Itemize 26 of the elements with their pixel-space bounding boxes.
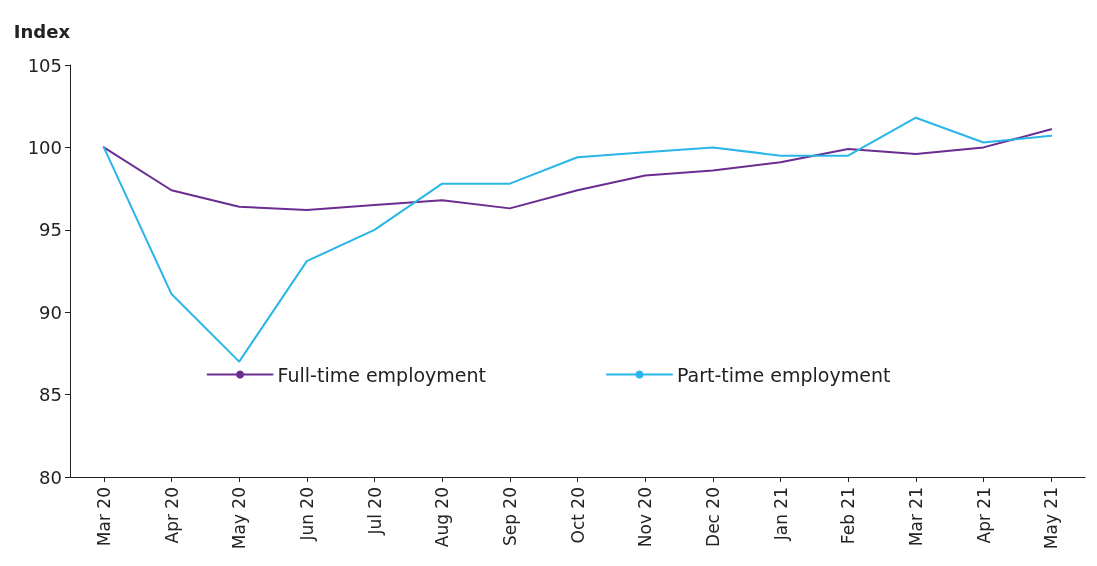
line-series [102,116,1053,363]
y-tick-label: 100 [27,136,62,158]
y-axis-title: Index [13,20,71,42]
x-tick-label: Aug 20 [432,487,453,548]
x-tick-label: Nov 20 [635,487,656,548]
x-tick-label: Dec 20 [702,487,723,547]
x-tick-label: Apr 21 [973,487,994,544]
x-tick-label: Feb 21 [838,487,859,545]
x-tick-label: Apr 20 [161,487,182,544]
x-tick-label: Jun 20 [296,487,317,542]
x-tick-label: Mar 20 [93,487,114,547]
legend-label: Part-time employment [676,363,891,386]
y-tick-label: 95 [39,219,62,241]
y-tick-label: 85 [39,384,62,406]
line-series [102,128,1053,212]
y-tick-label: 80 [39,466,62,488]
x-tick-label: Mar 21 [905,487,926,547]
y-tick-label: 105 [27,54,62,76]
y-tick-label: 90 [39,301,62,323]
legend-label: Full-time employment [277,363,486,386]
x-tick-label: Jul 20 [364,487,385,536]
x-tick-label: Jan 21 [770,487,791,542]
x-tick-label: Oct 20 [567,487,588,544]
x-tick-label: May 21 [1041,487,1062,550]
x-tick-label: May 20 [229,487,250,550]
x-tick-label: Sep 20 [499,487,520,547]
